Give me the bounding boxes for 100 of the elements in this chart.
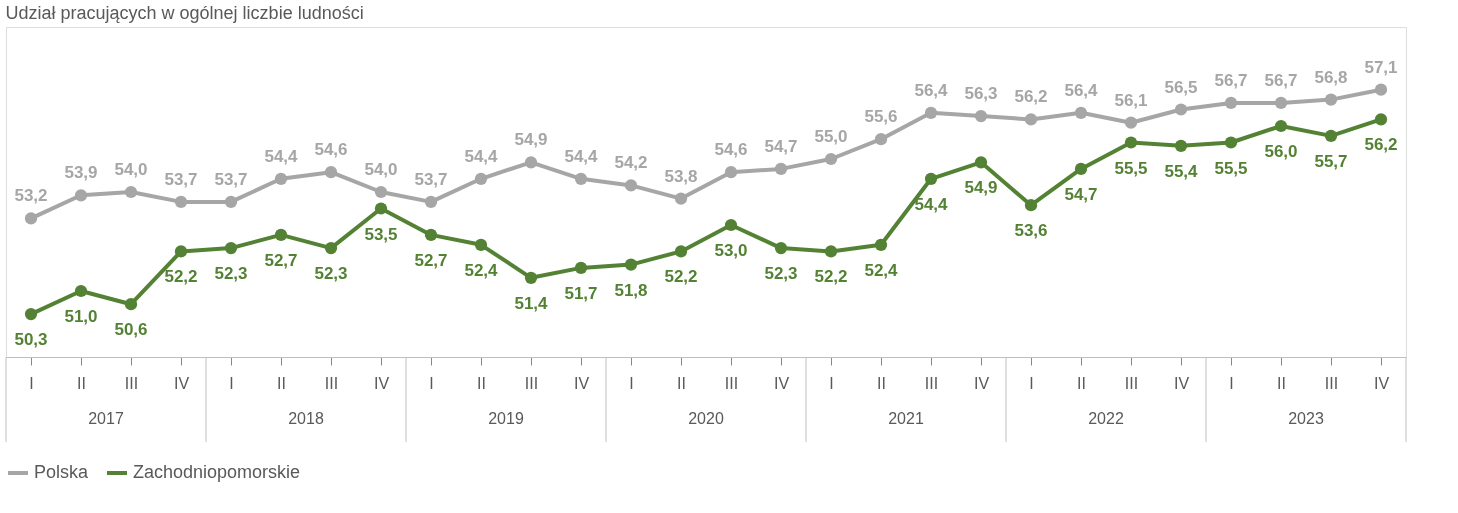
x-tick-label: III [324, 374, 339, 392]
point [174, 245, 188, 258]
point [624, 179, 638, 192]
data-label: 51,0 [64, 307, 98, 326]
x-tick-label: IV [773, 374, 790, 392]
text: 2019 [488, 410, 524, 427]
data-label: 55,5 [1214, 158, 1248, 178]
x-tick-label: III [724, 374, 739, 392]
data-label: 56,4 [914, 80, 949, 100]
point [274, 228, 288, 242]
data-label: 55,4 [1164, 161, 1199, 181]
chart-title: Udział pracujących w ogólnej liczbie ludności [5, 3, 364, 23]
data-label: 52,7 [264, 250, 298, 270]
point [1274, 96, 1288, 110]
data-label: 55,5 [1114, 158, 1148, 178]
data-label: 54,4 [564, 146, 599, 166]
data-label: 54,7 [1064, 184, 1098, 204]
point [474, 172, 488, 185]
point [374, 202, 388, 215]
data-label: 52,2 [164, 267, 198, 287]
x-tick-label: III [124, 374, 139, 392]
point [224, 241, 238, 255]
data-label: 56,1 [1114, 90, 1148, 110]
data-label: 54,0 [364, 160, 398, 179]
data-label: 50,3 [14, 330, 48, 350]
data-label: 52,7 [414, 250, 448, 270]
data-label: 56,7 [1214, 70, 1248, 90]
point [1024, 113, 1038, 126]
x-tick-label: III [1124, 374, 1139, 392]
point [674, 245, 688, 258]
point [1374, 113, 1388, 126]
point [224, 195, 238, 209]
point [1174, 139, 1188, 152]
x-tick-label: IV [1373, 374, 1390, 392]
data-label: 53,8 [664, 166, 698, 186]
text: 2021 [888, 410, 924, 427]
point [874, 238, 888, 251]
x-tick-label: I [1029, 374, 1034, 392]
data-label: 52,4 [864, 260, 899, 280]
data-label: 52,2 [814, 267, 848, 287]
point [1274, 119, 1288, 133]
x-tick-label: III [524, 374, 539, 392]
x-tick-label: III [1324, 374, 1339, 392]
x-tick-label: IV [1173, 374, 1190, 392]
point [474, 238, 488, 251]
data-label: 50,6 [114, 320, 148, 340]
x-tick-label: II [677, 374, 686, 392]
data-label: 54,7 [764, 136, 798, 156]
point [724, 166, 738, 179]
point [124, 185, 138, 199]
x-tick-label: I [1229, 374, 1234, 392]
x-tick-label: II [877, 374, 886, 392]
data-label: 53,2 [14, 186, 48, 206]
data-label: 54,6 [714, 140, 748, 160]
data-label: 54,9 [514, 130, 548, 150]
legend-label: Zachodniopomorskie [133, 462, 301, 482]
point [824, 245, 838, 258]
point [774, 241, 788, 255]
data-label: 55,7 [1314, 151, 1348, 171]
point [124, 298, 138, 311]
data-label: 53,6 [1014, 221, 1048, 241]
legend-label: Polska [34, 462, 90, 482]
x-tick-label: I [29, 374, 34, 392]
point [1324, 93, 1338, 106]
data-label: 51,4 [514, 293, 549, 313]
point [1024, 199, 1038, 212]
x-tick-label: I [829, 374, 834, 392]
data-label: 55,6 [864, 107, 898, 127]
data-label: 57,1 [1364, 57, 1398, 77]
point [1124, 136, 1138, 149]
data-label: 51,8 [614, 280, 648, 300]
point [524, 271, 538, 284]
data-label: 54,9 [964, 178, 998, 198]
point [1174, 103, 1188, 116]
point [824, 152, 838, 166]
point [524, 156, 538, 169]
data-label: 56,3 [964, 84, 998, 104]
data-label: 54,4 [914, 194, 949, 214]
data-label: 54,6 [314, 140, 348, 160]
data-label: 54,2 [614, 153, 648, 173]
point [1374, 83, 1388, 96]
data-label: 54,4 [264, 146, 299, 166]
x-tick-label: III [924, 374, 939, 392]
data-label: 56,2 [1364, 135, 1398, 155]
point [74, 284, 88, 298]
point [974, 109, 988, 123]
text: 2020 [688, 410, 724, 427]
data-label: 53,7 [414, 169, 448, 189]
data-label: 53,9 [64, 163, 98, 183]
data-label: 54,4 [464, 146, 499, 166]
text: 2017 [88, 410, 124, 427]
data-label: 52,3 [764, 264, 798, 284]
data-label: 52,3 [314, 264, 348, 284]
data-label: 52,2 [664, 267, 698, 287]
data-label: 53,7 [214, 169, 248, 189]
x-tick-label: IV [373, 374, 390, 392]
data-label: 55,0 [814, 127, 848, 146]
point [74, 189, 88, 202]
point [924, 106, 938, 119]
x-tick-label: IV [973, 374, 990, 392]
